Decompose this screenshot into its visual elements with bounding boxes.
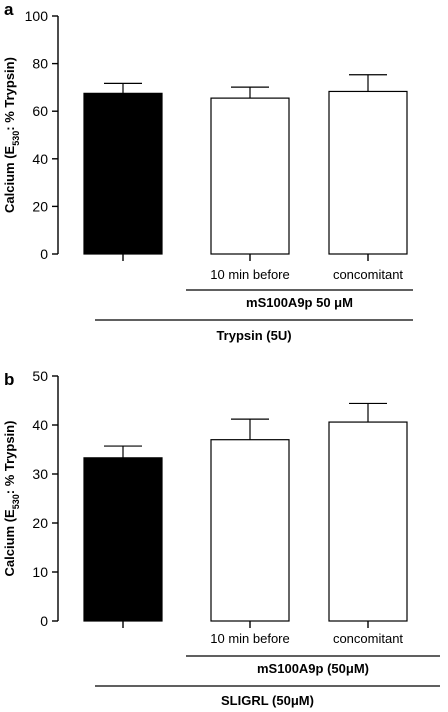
group-label: SLIGRL (50μM) xyxy=(221,693,314,708)
y-tick-label: 60 xyxy=(32,103,48,119)
bar xyxy=(328,90,408,255)
y-tick-label: 40 xyxy=(32,417,48,433)
category-label: concomitant xyxy=(333,631,403,646)
y-tick-label: 20 xyxy=(32,198,48,214)
bar xyxy=(328,421,408,622)
group-label: mS100A9p (50μM) xyxy=(257,661,369,676)
category-label: concomitant xyxy=(333,267,403,282)
category-label: 10 min before xyxy=(210,631,290,646)
y-tick-label: 0 xyxy=(40,246,48,262)
y-tick-label: 10 xyxy=(32,564,48,580)
chart-panel-b: b 0 10 20 30 40 50 Calcium (E530: % Trypsin) 10 … xyxy=(2,368,440,708)
y-tick-label: 80 xyxy=(32,56,48,72)
y-axis-label: Calcium (E530: % Trypsin) xyxy=(2,421,21,577)
group-label: mS100A9p 50 μM xyxy=(246,295,353,310)
y-tick-label: 40 xyxy=(32,151,48,167)
category-label: 10 min before xyxy=(210,267,290,282)
chart-panel-a: a 0 20 40 60 80 100 Calcium (E530: % Trypsin) 10… xyxy=(2,0,413,343)
bar xyxy=(210,97,290,255)
panel-letter: a xyxy=(4,0,14,19)
y-tick-label: 100 xyxy=(25,8,49,24)
y-tick-label: 30 xyxy=(32,466,48,482)
y-tick-label: 50 xyxy=(32,368,48,384)
bar xyxy=(210,439,290,622)
y-axis-label: Calcium (E530: % Trypsin) xyxy=(2,57,21,213)
panel-letter: b xyxy=(4,370,14,389)
bar xyxy=(83,92,163,255)
group-label: Trypsin (5U) xyxy=(216,328,291,343)
bar xyxy=(83,457,163,622)
y-tick-label: 20 xyxy=(32,515,48,531)
y-tick-label: 0 xyxy=(40,613,48,629)
